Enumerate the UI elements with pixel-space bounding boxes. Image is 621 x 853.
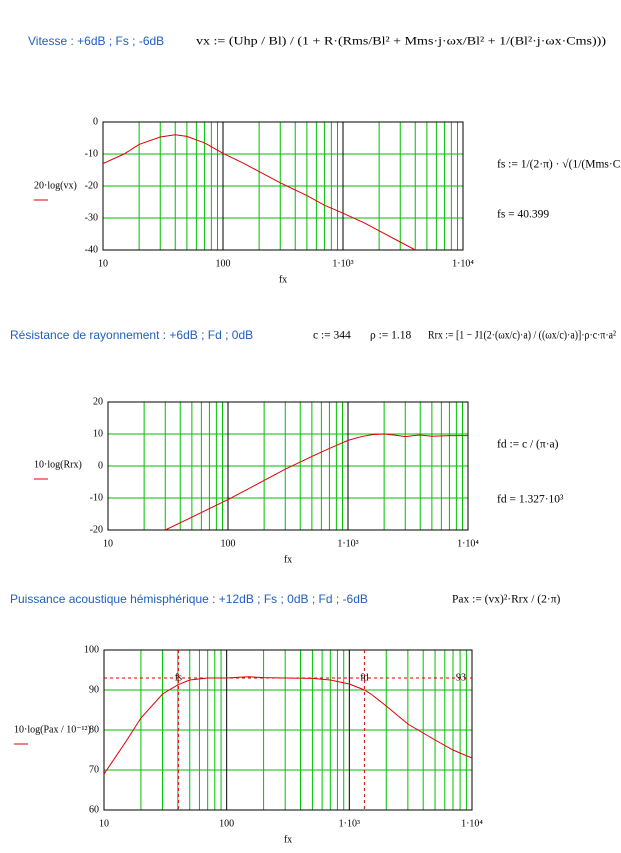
formula: Pax := (vx)²·Rrx / (2·π) <box>452 594 561 606</box>
formula: Rrx := [1 − J1(2·(ωx/c)·a) / ((ωx/c)·a)]… <box>428 330 616 342</box>
y-tick-label: 60 <box>89 804 99 815</box>
y-tick-label: -20 <box>90 524 103 535</box>
plot-area <box>103 134 416 250</box>
formula: fs = 40.399 <box>497 209 549 221</box>
plot-frame <box>102 121 464 251</box>
formula: fd := c / (π·a) <box>497 439 559 451</box>
formula: c := 344 <box>313 330 351 342</box>
formula: fd = 1.327·10³ <box>497 494 564 506</box>
y-tick-label: 20 <box>93 396 103 407</box>
plot-frame <box>107 401 469 531</box>
data-line <box>165 433 468 530</box>
x-tick-label: 1·10⁴ <box>461 818 483 829</box>
plot-area <box>165 433 468 530</box>
x-tick-label: 100 <box>216 258 231 269</box>
x-axis-label: fx <box>284 554 292 565</box>
x-tick-label: 1·10³ <box>337 538 358 549</box>
y-tick-label: -20 <box>85 180 98 191</box>
section-heading: Résistance de rayonnement : +6dB ; Fd ; … <box>10 328 253 342</box>
x-axis-label: fx <box>279 274 287 285</box>
x-tick-label: 10 <box>103 538 113 549</box>
y-tick-label: 70 <box>89 764 99 775</box>
data-line <box>104 676 472 775</box>
x-tick-label: 10 <box>99 818 109 829</box>
x-tick-label: 100 <box>219 818 234 829</box>
x-tick-label: 1·10³ <box>339 818 360 829</box>
y-tick-label: 0 <box>98 460 103 471</box>
x-tick-label: 1·10⁴ <box>452 258 474 269</box>
x-tick-label: 1·10³ <box>332 258 353 269</box>
y-tick-label: 0 <box>93 116 98 127</box>
y-tick-label: -10 <box>85 148 98 159</box>
section-heading: Puissance acoustique hémisphérique : +12… <box>10 592 368 606</box>
y-tick-label: -10 <box>90 492 103 503</box>
formula: ρ := 1.18 <box>370 330 412 342</box>
reference-label: 93 <box>456 672 466 683</box>
y-tick-label: 90 <box>89 684 99 695</box>
y-tick-label: 100 <box>84 644 99 655</box>
formula: vx := (Uhp / Bl) / (1 + R·(Rms/Bl² + Mms… <box>196 36 606 48</box>
x-tick-label: 10 <box>98 258 108 269</box>
data-line <box>103 134 416 250</box>
plot-area <box>104 650 472 810</box>
section-heading: Vitesse : +6dB ; Fs ; -6dB <box>28 34 164 48</box>
y-tick-label: -30 <box>85 212 98 223</box>
y-axis-label: 10·log(Pax / 10⁻¹²) <box>14 724 91 735</box>
y-tick-label: 80 <box>89 724 99 735</box>
x-tick-label: 1·10⁴ <box>457 538 479 549</box>
y-tick-label: -40 <box>85 244 98 255</box>
y-axis-label: 20·log(vx) <box>34 180 77 191</box>
marker-label: fd <box>360 672 368 683</box>
marker-label: fs <box>175 672 182 683</box>
y-axis-label: 10·log(Rrx) <box>34 459 82 470</box>
plot-frame <box>103 649 473 811</box>
formula: fs := 1/(2·π) · √(1/(Mms·Cms)) <box>497 158 621 171</box>
y-tick-label: 10 <box>93 428 103 439</box>
x-axis-label: fx <box>284 834 292 845</box>
x-tick-label: 100 <box>221 538 236 549</box>
